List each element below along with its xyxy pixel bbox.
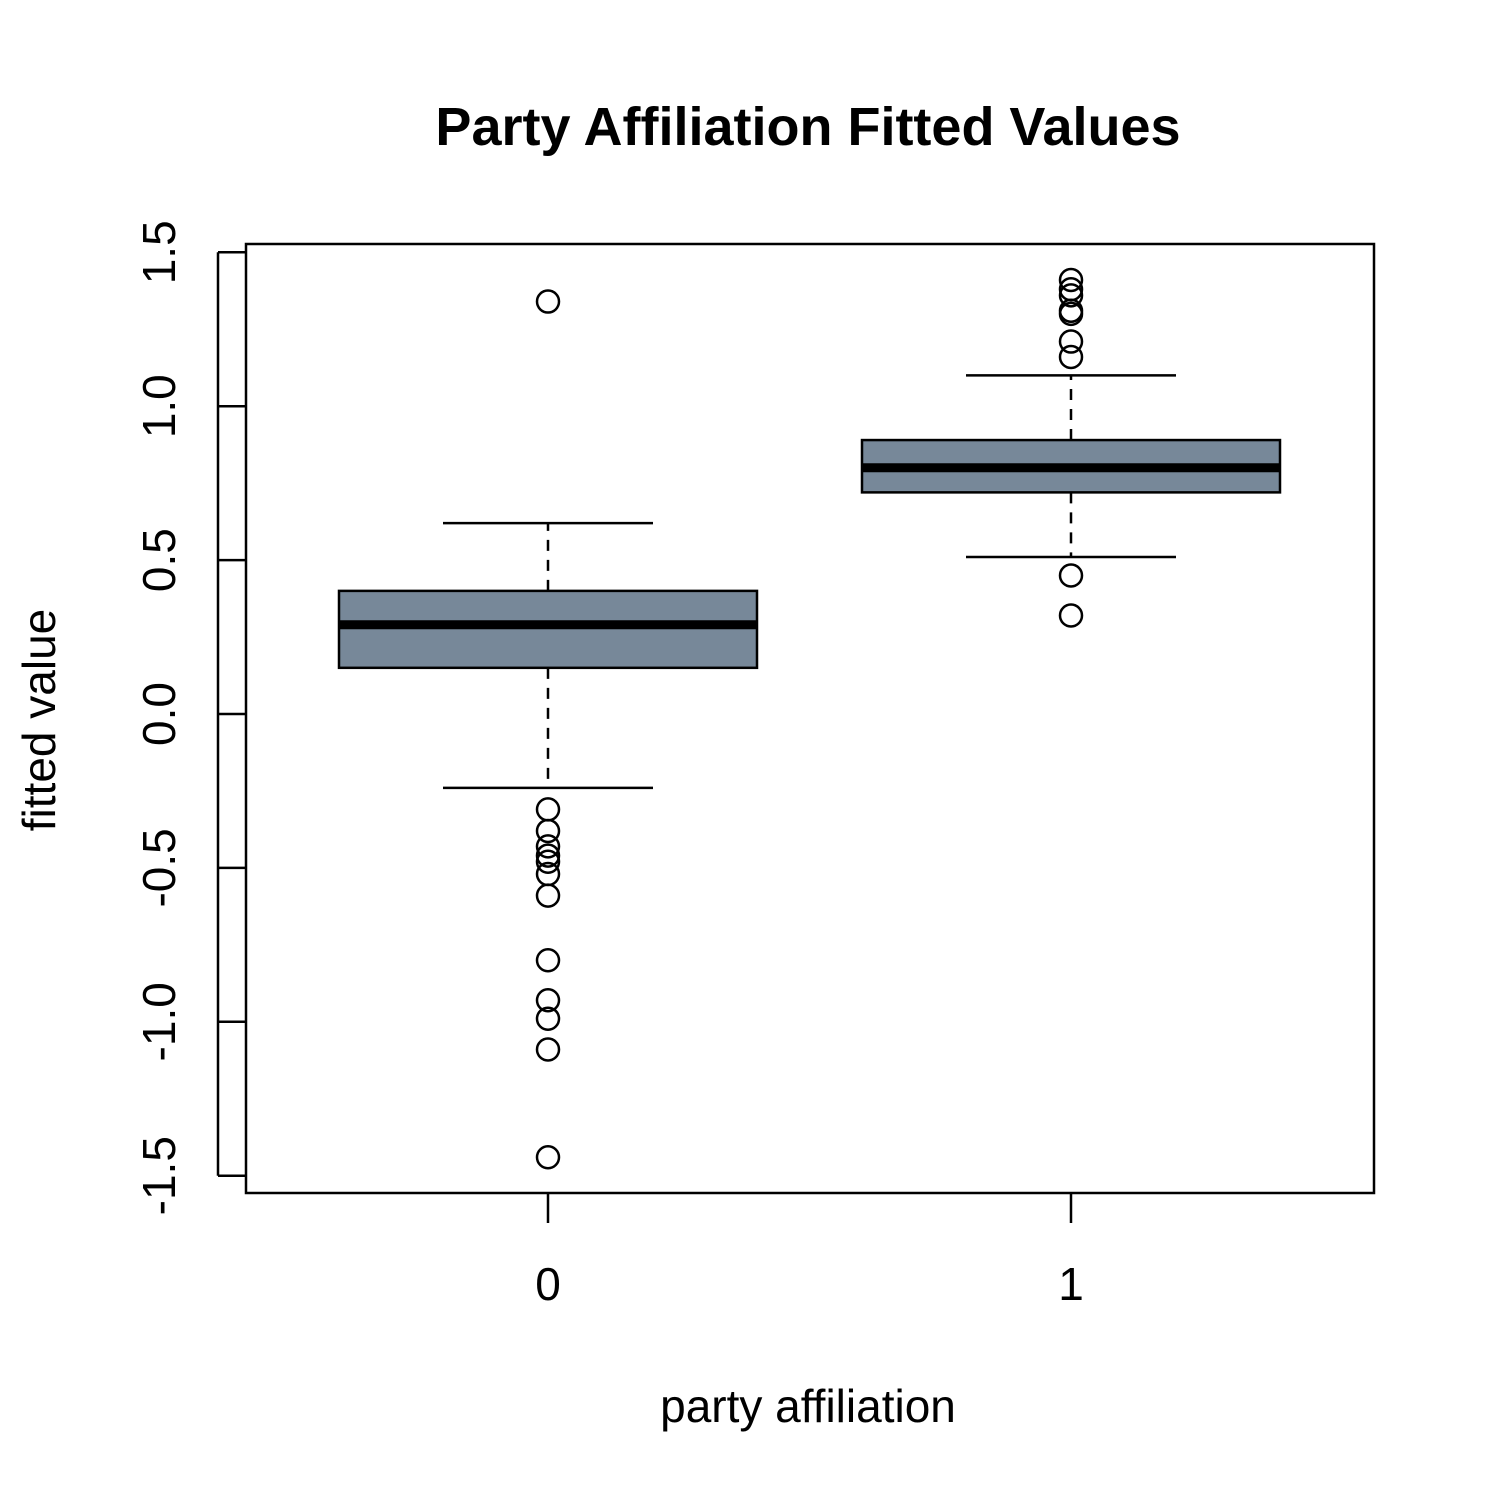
- outlier-point: [1058, 267, 1084, 293]
- y-tick-label: 0.0: [133, 682, 185, 746]
- x-axis-label: party affiliation: [660, 1380, 956, 1432]
- outlier-point: [1058, 603, 1084, 628]
- outlier-point: [535, 988, 561, 1013]
- y-tick-label: -1.0: [133, 982, 185, 1061]
- y-tick-label: 1.5: [133, 220, 185, 284]
- y-tick-label: -1.5: [133, 1136, 185, 1215]
- x-tick-label: 1: [1058, 1258, 1084, 1310]
- outlier-point: [1058, 329, 1084, 354]
- outlier-point: [535, 1144, 561, 1170]
- y-tick-label: 1.0: [133, 374, 185, 438]
- y-tick-label: 0.5: [133, 528, 185, 592]
- chart-title: Party Affiliation Fitted Values: [435, 97, 1180, 157]
- outlier-point: [535, 834, 561, 859]
- outlier-point: [535, 1006, 561, 1031]
- outlier-point: [535, 947, 561, 973]
- plot-area: -1.5 -1.0 -0.5 0.0 0.5 1.0 1.5 0 1: [133, 220, 1376, 1310]
- outlier-point: [1058, 563, 1084, 588]
- y-tick-label: -0.5: [133, 828, 185, 907]
- y-axis-label: fitted value: [13, 609, 65, 831]
- outlier-point: [535, 289, 561, 314]
- outlier-point: [535, 843, 561, 868]
- outlier-point: [535, 1037, 561, 1062]
- x-tick-label: 0: [535, 1258, 561, 1310]
- box-iqr: [337, 589, 759, 670]
- outlier-point: [1058, 344, 1084, 370]
- outlier-point: [1058, 301, 1084, 327]
- outlier-point: [1058, 283, 1084, 308]
- plot-frame: [244, 242, 1376, 1195]
- outlier-point: [535, 818, 561, 844]
- outlier-point: [535, 883, 561, 908]
- outlier-point: [535, 849, 561, 874]
